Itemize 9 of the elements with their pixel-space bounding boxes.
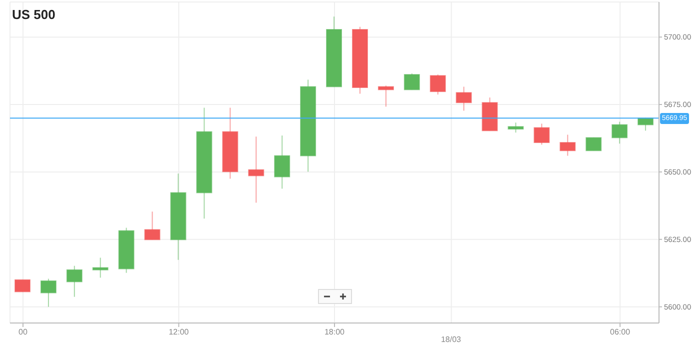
x-tick-label: 18:00 (324, 328, 346, 337)
x-tick-label: 06:00 (610, 328, 631, 337)
candlestick (14, 279, 30, 292)
chart-title: US 500 (12, 7, 56, 22)
candlestick (586, 137, 602, 152)
x-tick-label: 12:00 (168, 328, 190, 337)
candlestick (404, 72, 420, 90)
text: 18/03 (440, 335, 462, 344)
x-tick-label: 00 (18, 328, 28, 337)
